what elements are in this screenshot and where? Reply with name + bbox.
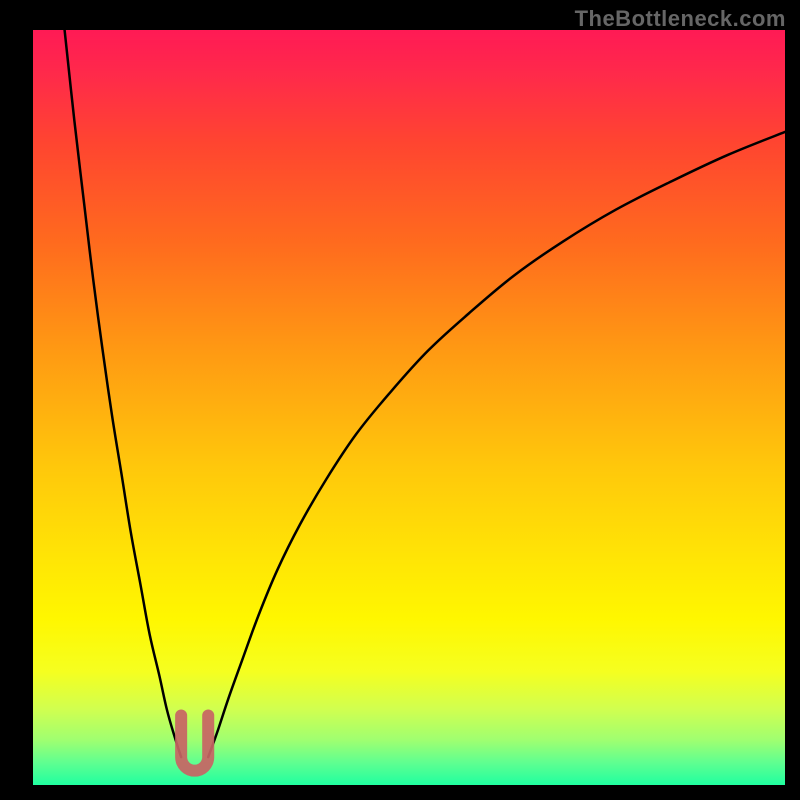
gradient-background xyxy=(33,30,785,785)
chart-svg xyxy=(33,30,785,785)
chart-container: TheBottleneck.com xyxy=(0,0,800,800)
plot-area xyxy=(33,30,785,785)
watermark-text: TheBottleneck.com xyxy=(575,6,786,32)
